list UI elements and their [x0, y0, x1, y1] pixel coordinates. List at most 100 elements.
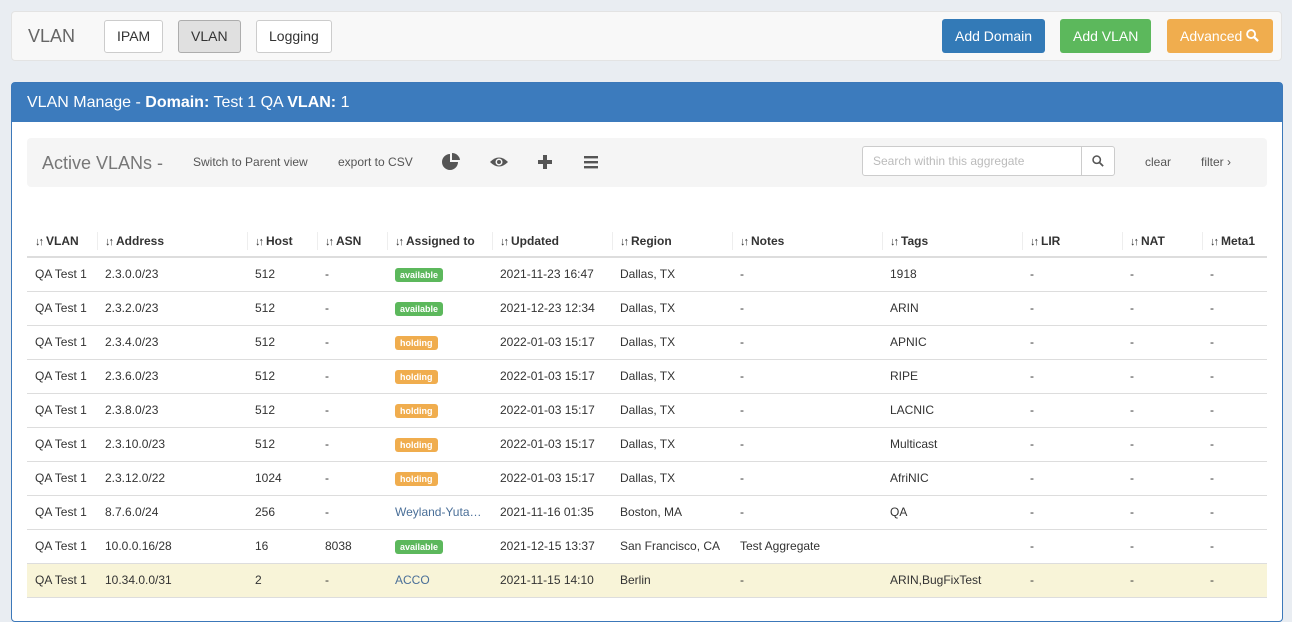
nav-tab-logging[interactable]: Logging — [256, 20, 332, 53]
domain-label: Domain: — [145, 94, 210, 111]
cell-lir: - — [1022, 529, 1122, 564]
cell-asn: - — [317, 461, 387, 496]
cell-notes: - — [732, 461, 882, 496]
plus-icon[interactable] — [535, 152, 555, 172]
sort-icon: ↓↑ — [325, 236, 334, 248]
assigned-link[interactable]: ACCO — [395, 573, 430, 587]
cell-asn: - — [317, 393, 387, 428]
cell-asn: - — [317, 359, 387, 394]
table-row[interactable]: QA Test 1 10.0.0.16/28 16 8038 available 2021… — [27, 529, 1267, 564]
cell-notes: - — [732, 325, 882, 360]
sort-icon: ↓↑ — [105, 236, 114, 248]
cell-host: 512 — [247, 359, 317, 394]
column-header-assigned-to[interactable]: ↓↑ Assigned to — [387, 226, 492, 258]
status-badge: holding — [395, 471, 438, 486]
search-icon — [1246, 29, 1260, 42]
toolbar-title: Active VLANs - — [42, 153, 164, 173]
search-button[interactable] — [1081, 147, 1114, 175]
column-header-tags[interactable]: ↓↑ Tags — [882, 226, 1022, 258]
cell-region: Dallas, TX — [612, 393, 732, 428]
cell-tags — [882, 529, 1022, 564]
column-label: Meta1 — [1221, 234, 1256, 248]
cell-host: 2 — [247, 563, 317, 598]
column-header-nat[interactable]: ↓↑ NAT — [1122, 226, 1202, 258]
column-header-updated[interactable]: ↓↑ Updated — [492, 226, 612, 258]
cell-notes: - — [732, 393, 882, 428]
assigned-link[interactable]: Weyland-Yuta… — [395, 505, 482, 519]
nav-tab-ipam[interactable]: IPAM — [104, 20, 164, 53]
sort-icon: ↓↑ — [1030, 236, 1039, 248]
table-row[interactable]: QA Test 1 2.3.2.0/23 512- available 2021-12-… — [27, 291, 1267, 326]
table-row[interactable]: QA Test 1 2.3.10.0/23 512- holding 2022-01-0… — [27, 427, 1267, 462]
cell-region: Dallas, TX — [612, 359, 732, 394]
column-header-notes[interactable]: ↓↑ Notes — [732, 226, 882, 258]
cell-vlan: QA Test 1 — [27, 325, 97, 360]
table-row[interactable]: QA Test 1 2.3.12.0/22 1024- holding 2022-01-… — [27, 461, 1267, 496]
filter-link[interactable]: filter › — [1201, 155, 1231, 169]
add-domain-button[interactable]: Add Domain — [942, 19, 1046, 53]
column-label: Notes — [751, 234, 785, 248]
sort-icon: ↓↑ — [620, 236, 629, 248]
table-row[interactable]: QA Test 1 8.7.6.0/24 256- Weyland-Yuta… 2021… — [27, 495, 1267, 530]
cell-nat: - — [1122, 325, 1202, 360]
column-header-lir[interactable]: ↓↑ LIR — [1022, 226, 1122, 258]
column-label: Tags — [901, 234, 929, 248]
cell-address: 2.3.12.0/22 — [97, 461, 247, 496]
table-row[interactable]: QA Test 1 2.3.4.0/23 512- holding 2022-01-03… — [27, 325, 1267, 360]
cell-tags: Multicast — [882, 427, 1022, 462]
column-header-vlan[interactable]: ↓↑ VLAN — [27, 226, 97, 258]
cell-address: 2.3.8.0/23 — [97, 393, 247, 428]
cell-lir: - — [1022, 461, 1122, 496]
table-row[interactable]: QA Test 1 2.3.6.0/23 512- holding 2022-01-03… — [27, 359, 1267, 394]
export-csv-link[interactable]: export to CSV — [338, 155, 413, 169]
column-header-meta1[interactable]: ↓↑ Meta1 — [1202, 226, 1267, 258]
column-label: LIR — [1041, 234, 1061, 248]
switch-parent-view-link[interactable]: Switch to Parent view — [193, 155, 308, 169]
cell-tags: QA — [882, 495, 1022, 530]
cell-address: 10.0.0.16/28 — [97, 529, 247, 564]
status-badge: holding — [395, 437, 438, 452]
cell-updated: 2022-01-03 15:17 — [492, 325, 612, 360]
cell-host: 512 — [247, 291, 317, 326]
pie-chart-icon[interactable] — [441, 152, 461, 172]
cell-address: 10.34.0.0/31 — [97, 563, 247, 598]
cell-vlan: QA Test 1 — [27, 393, 97, 428]
table-row[interactable]: QA Test 1 2.3.0.0/23 512- available 2021-11-… — [27, 257, 1267, 292]
table-row[interactable]: QA Test 1 2.3.8.0/23 512- holding 2022-01-03… — [27, 393, 1267, 428]
cell-region: Dallas, TX — [612, 291, 732, 326]
status-badge: holding — [395, 369, 438, 384]
column-header-host[interactable]: ↓↑ Host — [247, 226, 317, 258]
cell-vlan: QA Test 1 — [27, 359, 97, 394]
cell-vlan: QA Test 1 — [27, 563, 97, 598]
cell-region: San Francisco, CA — [612, 529, 732, 564]
search-box — [862, 146, 1115, 176]
cell-host: 16 — [247, 529, 317, 564]
advanced-search-button[interactable]: Advanced — [1167, 19, 1273, 53]
list-icon[interactable] — [581, 152, 601, 172]
cell-meta1: - — [1202, 359, 1267, 394]
cell-host: 256 — [247, 495, 317, 530]
cell-notes: - — [732, 291, 882, 326]
nav-tab-vlan[interactable]: VLAN — [178, 20, 241, 53]
table-row[interactable]: QA Test 1 10.34.0.0/31 2- ACCO 2021-11-15 14… — [27, 563, 1267, 598]
cell-assigned: available — [387, 257, 492, 292]
add-vlan-button[interactable]: Add VLAN — [1060, 19, 1152, 53]
cell-updated: 2022-01-03 15:17 — [492, 461, 612, 496]
search-input[interactable] — [863, 147, 1081, 175]
cell-vlan: QA Test 1 — [27, 529, 97, 564]
cell-assigned: ACCO — [387, 563, 492, 598]
cell-assigned: available — [387, 529, 492, 564]
clear-link[interactable]: clear — [1145, 155, 1172, 169]
column-label: Region — [631, 234, 672, 248]
cell-notes: - — [732, 495, 882, 530]
cell-meta1: - — [1202, 291, 1267, 326]
sort-icon: ↓↑ — [890, 236, 899, 248]
cell-address: 2.3.2.0/23 — [97, 291, 247, 326]
domain-value: Test 1 QA — [209, 94, 288, 111]
eye-icon[interactable] — [489, 152, 509, 172]
column-header-asn[interactable]: ↓↑ ASN — [317, 226, 387, 258]
cell-notes: Test Aggregate — [732, 529, 882, 564]
column-header-address[interactable]: ↓↑ Address — [97, 226, 247, 258]
column-header-region[interactable]: ↓↑ Region — [612, 226, 732, 258]
advanced-label: Advanced — [1180, 28, 1243, 44]
